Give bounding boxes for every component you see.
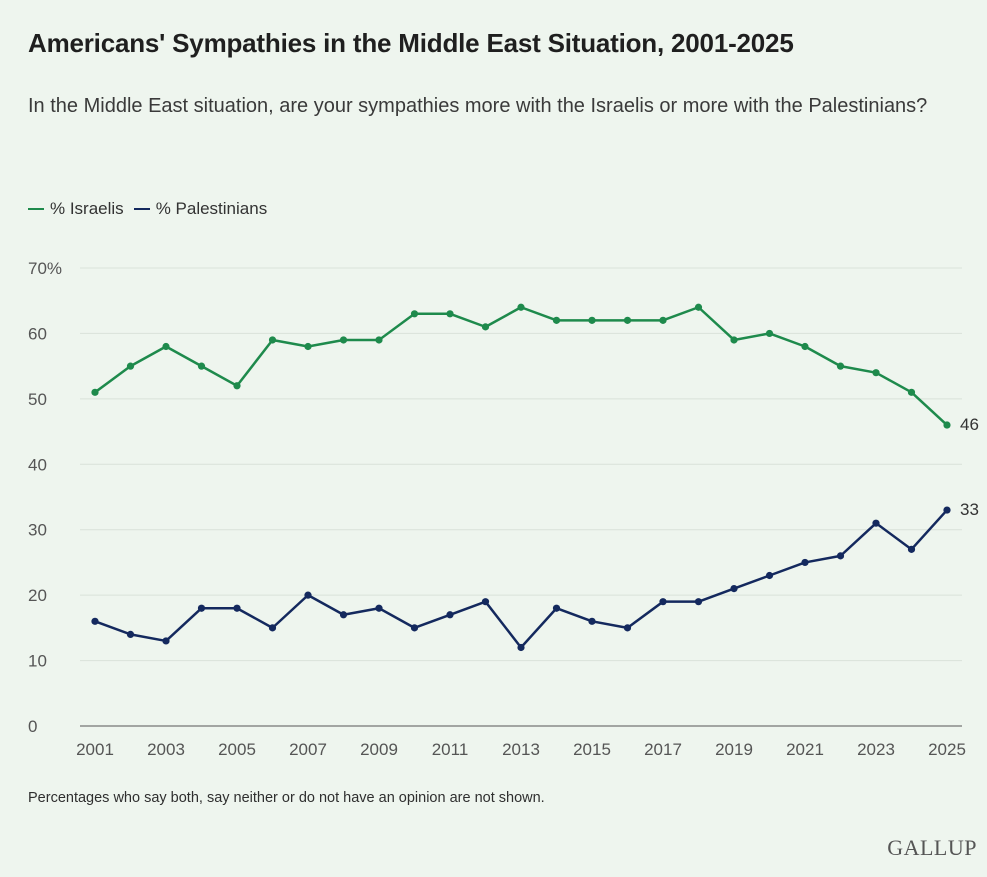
x-tick-label-2005: 2005 xyxy=(218,740,256,759)
x-tick-label-2015: 2015 xyxy=(573,740,611,759)
data-point-israelis-2012 xyxy=(481,323,490,331)
end-label-israelis: 46 xyxy=(960,415,979,434)
data-point-palestinians-2022 xyxy=(836,552,845,560)
x-tick-label-2023: 2023 xyxy=(857,740,895,759)
data-point-israelis-2023 xyxy=(872,369,880,377)
chart-title: Americans' Sympathies in the Middle East… xyxy=(28,28,794,58)
data-point-palestinians-2015 xyxy=(588,617,596,625)
x-tick-label-2001: 2001 xyxy=(76,740,114,759)
data-point-israelis-2001 xyxy=(91,388,99,396)
data-point-israelis-2024 xyxy=(907,388,916,396)
data-point-palestinians-2001 xyxy=(91,617,99,625)
x-tick-label-2013: 2013 xyxy=(502,740,540,759)
series-line-palestinians xyxy=(94,509,948,649)
legend-swatch-israelis xyxy=(28,208,44,210)
data-point-israelis-2025 xyxy=(943,421,951,429)
data-point-israelis-2016 xyxy=(623,316,632,324)
data-point-palestinians-2004 xyxy=(197,604,206,612)
data-point-israelis-2003 xyxy=(162,342,170,351)
legend-label-israelis: % Israelis xyxy=(50,199,124,218)
data-point-palestinians-2024 xyxy=(907,545,916,553)
data-point-israelis-2018 xyxy=(694,303,703,311)
x-tick-label-2011: 2011 xyxy=(432,740,469,759)
data-point-israelis-2009 xyxy=(375,336,383,344)
data-point-palestinians-2014 xyxy=(552,604,561,612)
data-point-israelis-2010 xyxy=(410,310,419,318)
data-point-palestinians-2005 xyxy=(233,604,241,612)
y-tick-label-60: 60 xyxy=(28,324,47,343)
data-point-israelis-2005 xyxy=(233,382,241,390)
data-point-palestinians-2018 xyxy=(694,598,703,606)
chart-footnote: Percentages who say both, say neither or… xyxy=(28,790,545,806)
data-point-israelis-2013 xyxy=(517,303,525,311)
data-point-israelis-2015 xyxy=(588,316,596,324)
data-point-israelis-2014 xyxy=(552,316,561,324)
line-chart: 0 10 20 30 40 50 60 70% 2001 2003 2005 2007 2009 2011… xyxy=(28,259,979,759)
data-point-palestinians-2013 xyxy=(517,643,525,652)
y-tick-label-70: 70% xyxy=(28,259,62,278)
data-point-palestinians-2006 xyxy=(268,624,277,632)
y-tick-label-20: 20 xyxy=(28,586,47,605)
data-point-palestinians-2025 xyxy=(943,506,951,514)
data-point-palestinians-2003 xyxy=(162,637,170,645)
data-point-israelis-2006 xyxy=(268,336,277,344)
data-point-israelis-2007 xyxy=(304,342,312,351)
chart-legend: % Israelis % Palestinians xyxy=(28,199,277,219)
legend-swatch-palestinians xyxy=(133,208,150,210)
y-tick-label-0: 0 xyxy=(28,717,37,736)
end-label-palestinians: 33 xyxy=(960,500,979,519)
data-point-palestinians-2016 xyxy=(623,624,632,632)
x-tick-label-2025: 2025 xyxy=(928,740,966,759)
data-point-palestinians-2012 xyxy=(481,598,490,606)
data-point-israelis-2008 xyxy=(339,336,348,344)
data-point-palestinians-2021 xyxy=(801,558,809,567)
data-point-palestinians-2002 xyxy=(126,630,135,639)
data-point-palestinians-2019 xyxy=(730,585,738,593)
data-point-israelis-2021 xyxy=(801,342,809,351)
x-tick-label-2019: 2019 xyxy=(715,740,753,759)
legend-label-palestinians: % Palestinians xyxy=(155,199,268,218)
data-point-palestinians-2009 xyxy=(375,604,383,612)
data-point-israelis-2017 xyxy=(659,316,667,324)
data-point-palestinians-2008 xyxy=(339,611,348,619)
x-tick-label-2003: 2003 xyxy=(147,740,185,759)
x-tick-label-2007: 2007 xyxy=(289,740,327,759)
data-point-israelis-2004 xyxy=(197,362,206,370)
series-line-israelis xyxy=(94,306,948,426)
data-point-palestinians-2023 xyxy=(872,519,880,527)
legend-item-palestinians: % Palestinians xyxy=(133,199,268,219)
data-point-palestinians-2020 xyxy=(765,571,774,580)
x-tick-label-2021: 2021 xyxy=(786,740,824,759)
data-point-palestinians-2010 xyxy=(410,624,419,632)
y-tick-label-10: 10 xyxy=(28,652,47,671)
data-point-palestinians-2011 xyxy=(446,611,454,619)
data-point-palestinians-2007 xyxy=(304,591,312,599)
x-tick-label-2009: 2009 xyxy=(360,740,398,759)
legend-item-israelis: % Israelis xyxy=(28,199,124,219)
data-point-israelis-2002 xyxy=(126,362,135,370)
data-point-israelis-2022 xyxy=(836,362,845,370)
y-tick-label-50: 50 xyxy=(28,390,47,409)
y-tick-label-40: 40 xyxy=(28,455,47,474)
data-point-israelis-2020 xyxy=(765,329,774,338)
data-point-israelis-2019 xyxy=(730,336,738,344)
gallup-logo: GALLUP xyxy=(887,835,977,860)
data-point-palestinians-2017 xyxy=(659,598,667,606)
y-tick-label-30: 30 xyxy=(28,521,47,540)
x-tick-label-2017: 2017 xyxy=(644,740,682,759)
data-point-israelis-2011 xyxy=(446,310,454,318)
chart-subtitle: In the Middle East situation, are your s… xyxy=(28,95,928,117)
